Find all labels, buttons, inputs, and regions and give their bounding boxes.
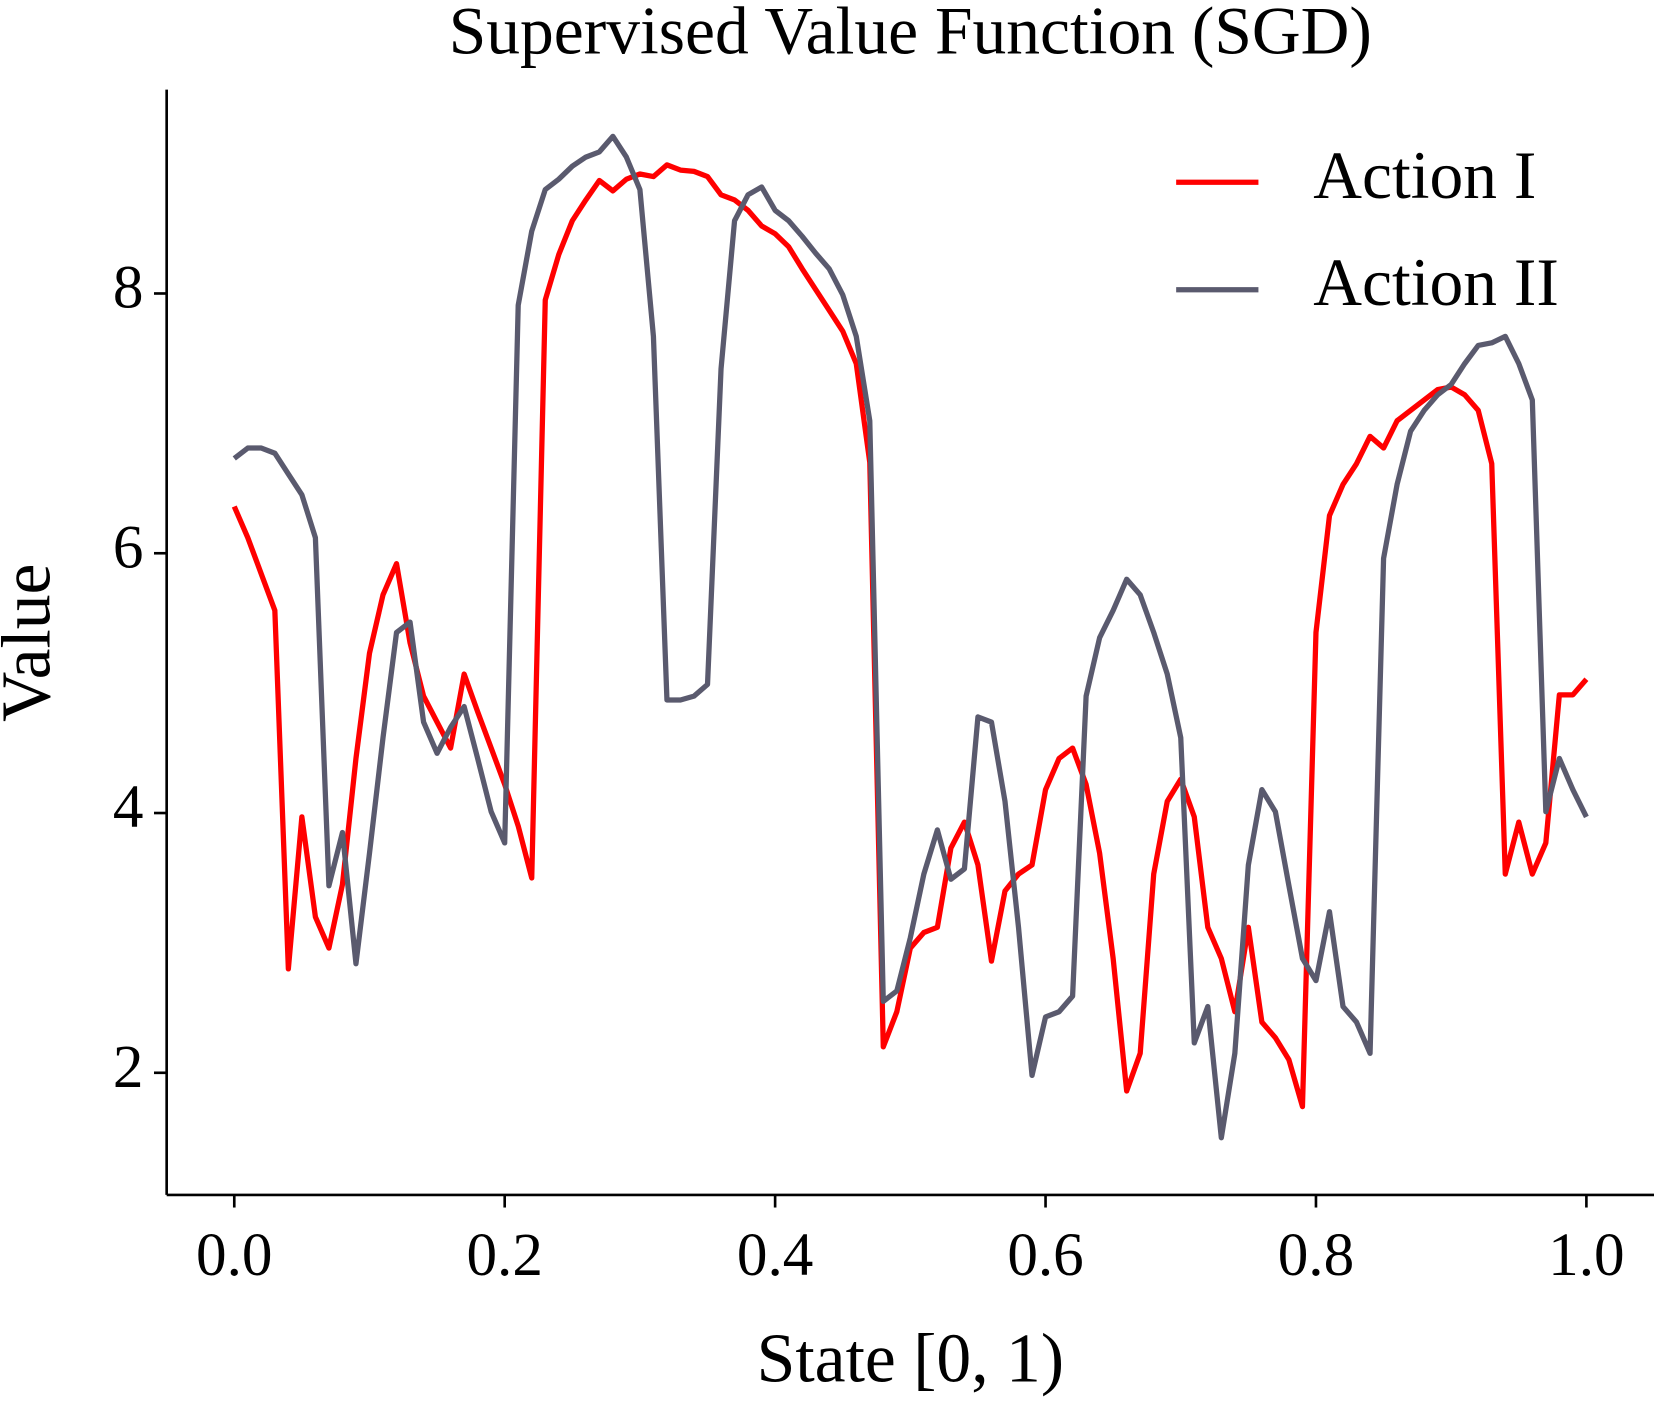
y-tick-label: 2 xyxy=(113,1034,144,1101)
chart-title: Supervised Value Function (SGD) xyxy=(449,0,1372,68)
x-tick-label: 0.8 xyxy=(1278,1222,1354,1289)
legend-label: Action II xyxy=(1313,245,1559,320)
y-tick-label: 4 xyxy=(113,774,144,841)
y-tick-label: 6 xyxy=(113,514,144,581)
x-tick-label: 0.0 xyxy=(196,1222,272,1289)
x-tick-label: 0.4 xyxy=(737,1222,813,1289)
y-tick-label: 8 xyxy=(113,255,144,322)
legend-label: Action I xyxy=(1313,138,1536,213)
x-tick-label: 0.6 xyxy=(1007,1222,1083,1289)
x-tick-label: 0.2 xyxy=(466,1222,542,1289)
y-axis-label: Value xyxy=(0,564,66,722)
x-axis-label: State [0, 1) xyxy=(757,1321,1064,1398)
x-tick-label: 1.0 xyxy=(1548,1222,1624,1289)
data-line xyxy=(232,133,1589,1141)
